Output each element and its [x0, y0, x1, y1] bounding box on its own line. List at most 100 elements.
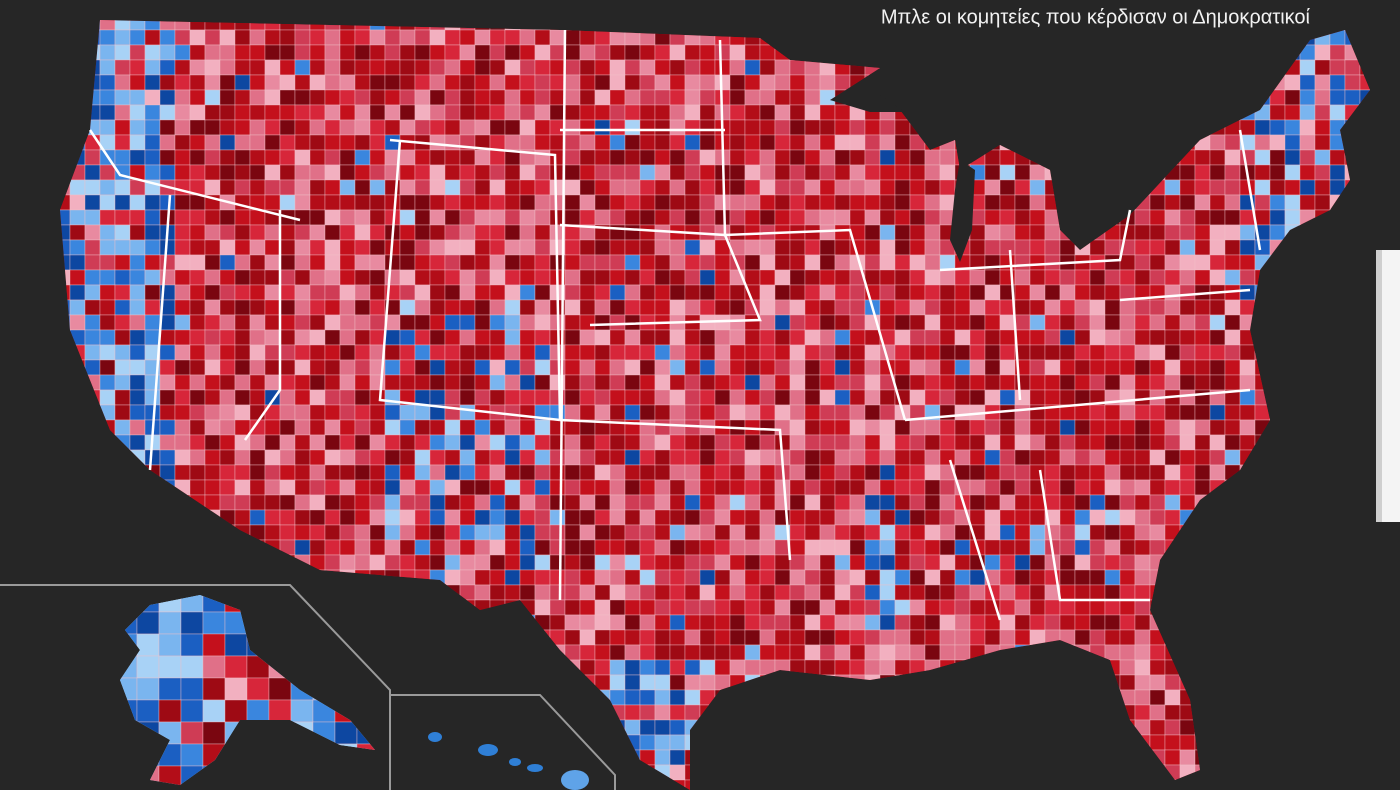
county [174, 434, 191, 451]
county [114, 359, 131, 376]
county [489, 224, 506, 241]
county [864, 179, 881, 196]
county [864, 509, 881, 526]
county [729, 329, 746, 346]
county [999, 569, 1016, 586]
county [729, 599, 746, 616]
county [654, 494, 671, 511]
county [339, 74, 356, 91]
county [744, 374, 761, 391]
county [399, 104, 416, 121]
county [849, 389, 866, 406]
county [144, 209, 161, 226]
county [594, 509, 611, 526]
county [714, 404, 731, 421]
county [279, 464, 296, 481]
county [384, 554, 401, 571]
county [594, 179, 611, 196]
county [174, 134, 191, 151]
county [549, 74, 566, 91]
county [429, 104, 446, 121]
county [309, 74, 326, 91]
county [519, 104, 536, 121]
county [504, 299, 521, 316]
county [984, 374, 1001, 391]
county [444, 119, 461, 136]
county [759, 539, 776, 556]
county [774, 614, 791, 631]
county [159, 134, 176, 151]
county [669, 659, 686, 676]
county [1194, 329, 1211, 346]
county [714, 59, 731, 76]
county [939, 449, 956, 466]
county [1029, 374, 1046, 391]
county [639, 374, 656, 391]
county [384, 374, 401, 391]
county [1119, 614, 1136, 631]
county [1179, 374, 1196, 391]
county [759, 89, 776, 106]
county [1059, 584, 1076, 601]
county [189, 284, 206, 301]
county [834, 434, 851, 451]
county [489, 344, 506, 361]
county [189, 194, 206, 211]
county [1059, 494, 1076, 511]
county [534, 29, 551, 46]
county [189, 479, 206, 496]
county [654, 734, 671, 751]
alaska-frame [0, 584, 391, 790]
county [1209, 179, 1226, 196]
county [1104, 374, 1121, 391]
county [564, 254, 581, 271]
county [639, 104, 656, 121]
county [969, 614, 986, 631]
county [414, 464, 431, 481]
county [759, 464, 776, 481]
county [879, 479, 896, 496]
county [1149, 674, 1166, 691]
county [99, 329, 116, 346]
county [594, 449, 611, 466]
county [594, 434, 611, 451]
county [159, 344, 176, 361]
county [1239, 344, 1256, 361]
county [804, 269, 821, 286]
county [219, 374, 236, 391]
county [789, 434, 806, 451]
county [534, 44, 551, 61]
county [744, 539, 761, 556]
county [99, 239, 116, 256]
county [1254, 239, 1271, 256]
county [699, 119, 716, 136]
county [1314, 179, 1331, 196]
county [339, 494, 356, 511]
county [174, 344, 191, 361]
county [624, 164, 641, 181]
county [1044, 434, 1061, 451]
county [969, 449, 986, 466]
county [579, 269, 596, 286]
county [249, 299, 266, 316]
county [579, 59, 596, 76]
county [624, 569, 641, 586]
county [819, 494, 836, 511]
county [654, 449, 671, 466]
county [1194, 314, 1211, 331]
county [519, 344, 536, 361]
county [1149, 344, 1166, 361]
county [1029, 449, 1046, 466]
county [534, 494, 551, 511]
county [99, 314, 116, 331]
county [69, 299, 86, 316]
county [864, 479, 881, 496]
county [579, 314, 596, 331]
county [189, 419, 206, 436]
county [744, 599, 761, 616]
county [1179, 389, 1196, 406]
county [654, 134, 671, 151]
county [158, 699, 182, 723]
county [639, 44, 656, 61]
county [384, 404, 401, 421]
